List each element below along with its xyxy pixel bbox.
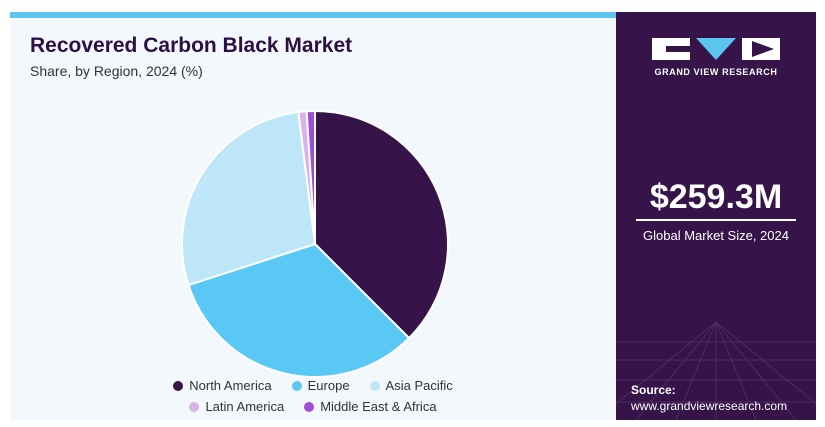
legend-item-latin-america: Latin America (189, 399, 284, 414)
legend-label: Middle East & Africa (320, 399, 437, 414)
grand-view-research-logo (652, 38, 780, 60)
brand-name: GRAND VIEW RESEARCH (654, 67, 778, 77)
chart-card: Recovered Carbon Black Market Share, by … (10, 12, 816, 420)
pie-slice-europe (187, 242, 411, 378)
legend-swatch (304, 402, 315, 412)
legend-label: Europe (307, 378, 350, 393)
market-size-label: Global Market Size, 2024 (643, 228, 789, 243)
pie-slice-asia-pacific (181, 110, 317, 287)
source-url[interactable]: www.grandviewresearch.com (631, 399, 788, 413)
info-sidebar: GRAND VIEW RESEARCH $259.3M Global Marke… (616, 12, 816, 420)
legend-swatch (189, 402, 200, 412)
legend-item-middle-east-africa: Middle East & Africa (304, 399, 437, 414)
pie-slice-middle-east-africa (305, 109, 316, 245)
legend-row-2: Latin America Middle East & Africa (10, 399, 616, 414)
legend-label: Latin America (205, 399, 285, 414)
legend-item-north-america: North America (173, 378, 272, 393)
grid-decoration (616, 321, 816, 420)
source-label: Source: (631, 383, 676, 397)
divider (636, 219, 796, 221)
chart-title: Recovered Carbon Black Market (30, 34, 353, 57)
legend-item-asia-pacific: Asia Pacific (369, 378, 453, 393)
legend-swatch (173, 381, 184, 391)
chart-subtitle: Share, by Region, 2024 (%) (30, 63, 203, 79)
accent-bar (10, 12, 616, 18)
pie-chart (181, 109, 450, 378)
legend-item-europe: Europe (291, 378, 350, 393)
legend-label: Asia Pacific (385, 378, 453, 393)
pie-slice-north-america (314, 109, 450, 340)
market-size-value: $259.3M (649, 178, 783, 216)
legend-swatch (291, 381, 302, 391)
legend-label: North America (189, 378, 272, 393)
legend-swatch (369, 381, 380, 391)
legend-row-1: North America Europe Asia Pacific (10, 378, 616, 393)
